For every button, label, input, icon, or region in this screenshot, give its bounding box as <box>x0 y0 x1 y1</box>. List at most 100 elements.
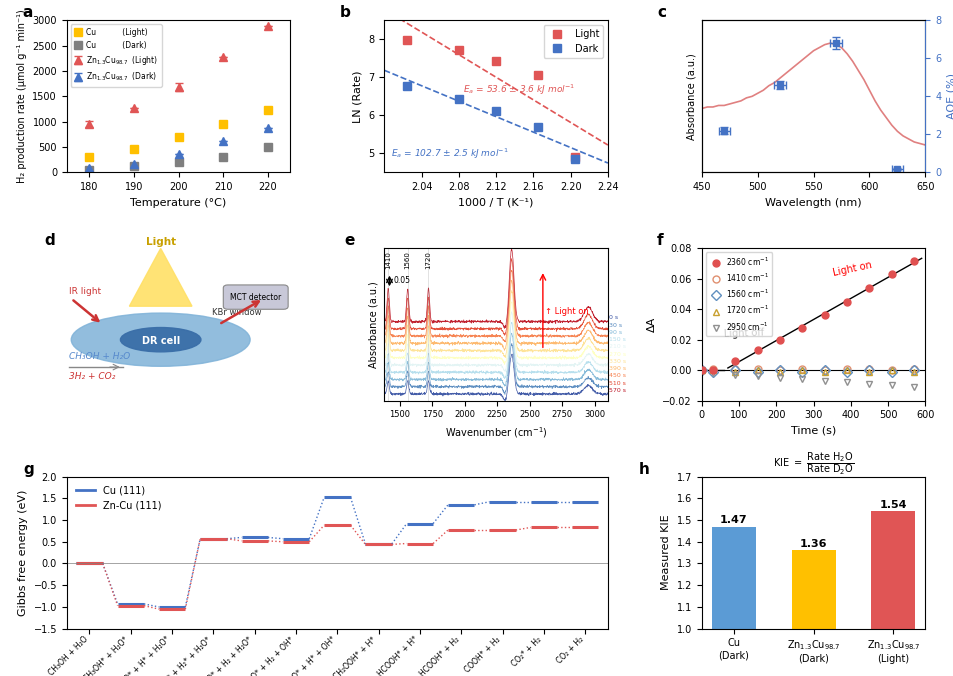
1560 cm$^{-1}$ <box>696 366 707 375</box>
Text: Light: Light <box>146 237 175 247</box>
2950 cm$^{-1}$ <box>796 375 807 383</box>
1410 cm$^{-1}$ <box>862 364 874 372</box>
Text: 1.54: 1.54 <box>879 500 906 510</box>
2360 cm$^{-1}$ <box>696 366 707 375</box>
Bar <box>711 527 755 629</box>
Text: 30 s: 30 s <box>609 322 621 328</box>
Text: $E_{a}$ = 53.6 ± 3.6 kJ mol$^{-1}$: $E_{a}$ = 53.6 ± 3.6 kJ mol$^{-1}$ <box>462 83 574 97</box>
1560 cm$^{-1}$ <box>885 368 897 376</box>
Light <box>569 153 580 161</box>
Text: 3H₂ + CO₂: 3H₂ + CO₂ <box>69 372 115 381</box>
Line: 1560 cm$^{-1}$: 1560 cm$^{-1}$ <box>698 366 917 375</box>
1410 cm$^{-1}$ <box>729 364 740 372</box>
Text: CH₃OH + H₂O: CH₃OH + H₂O <box>69 352 131 362</box>
Text: KBr window: KBr window <box>212 308 261 317</box>
Text: h: h <box>639 462 649 477</box>
Dark <box>453 95 464 103</box>
Text: c: c <box>657 5 665 20</box>
Cu           (Dark) <box>217 153 229 162</box>
Cu           (Dark) <box>172 158 184 166</box>
1560 cm$^{-1}$ <box>907 366 919 375</box>
2360 cm$^{-1}$ <box>885 270 897 279</box>
Text: Light off: Light off <box>723 327 764 339</box>
X-axis label: 1000 / T (K⁻¹): 1000 / T (K⁻¹) <box>457 197 534 208</box>
2950 cm$^{-1}$ <box>751 372 762 380</box>
2360 cm$^{-1}$ <box>774 336 785 343</box>
Cu           (Light) <box>128 145 139 153</box>
X-axis label: Temperature (°C): Temperature (°C) <box>131 197 227 208</box>
Cu           (Light) <box>172 133 184 141</box>
Dark <box>569 155 580 163</box>
Text: 450 s: 450 s <box>609 373 625 379</box>
Bar <box>791 550 835 629</box>
Line: 1410 cm$^{-1}$: 1410 cm$^{-1}$ <box>698 365 917 374</box>
1720 cm$^{-1}$ <box>796 366 807 375</box>
Text: MCT detector: MCT detector <box>230 293 281 301</box>
Title: KIE $=$ $\dfrac{\mathrm{Rate\ H_2O}}{\mathrm{Rate\ D_2O}}$: KIE $=$ $\dfrac{\mathrm{Rate\ H_2O}}{\ma… <box>772 450 853 477</box>
Y-axis label: Absorbance (a.u.): Absorbance (a.u.) <box>685 53 696 140</box>
X-axis label: Wavelength (nm): Wavelength (nm) <box>764 197 861 208</box>
1720 cm$^{-1}$ <box>885 366 897 375</box>
Text: 0 s: 0 s <box>609 316 618 320</box>
Text: 210 s: 210 s <box>609 344 625 349</box>
2950 cm$^{-1}$ <box>696 366 707 375</box>
Line: Dark: Dark <box>402 82 578 163</box>
Cu           (Dark) <box>83 166 94 174</box>
2950 cm$^{-1}$ <box>907 383 919 391</box>
Text: 510 s: 510 s <box>609 381 625 385</box>
1720 cm$^{-1}$ <box>819 368 830 376</box>
2950 cm$^{-1}$ <box>841 379 852 387</box>
Cu           (Light) <box>217 120 229 128</box>
Text: 570 s: 570 s <box>609 388 625 393</box>
Line: 2950 cm$^{-1}$: 2950 cm$^{-1}$ <box>698 366 917 390</box>
1720 cm$^{-1}$ <box>907 368 919 376</box>
1720 cm$^{-1}$ <box>841 366 852 375</box>
Legend: 2360 cm$^{-1}$, 1410 cm$^{-1}$, 1560 cm$^{-1}$, 1720 cm$^{-1}$, 2950 cm$^{-1}$: 2360 cm$^{-1}$, 1410 cm$^{-1}$, 1560 cm$… <box>705 252 771 336</box>
Dark <box>532 123 543 131</box>
Text: 90 s: 90 s <box>609 330 621 335</box>
Ellipse shape <box>71 313 250 366</box>
Ellipse shape <box>120 328 201 352</box>
Text: e: e <box>344 233 355 248</box>
Text: 150 s: 150 s <box>609 337 625 342</box>
Line: Cu           (Light): Cu (Light) <box>85 105 272 161</box>
2950 cm$^{-1}$ <box>706 369 718 377</box>
2360 cm$^{-1}$ <box>706 366 718 375</box>
X-axis label: Time (s): Time (s) <box>790 426 836 436</box>
Y-axis label: ΔA: ΔA <box>646 317 657 332</box>
1560 cm$^{-1}$ <box>796 368 807 376</box>
X-axis label: Wavenumber (cm$^{-1}$): Wavenumber (cm$^{-1}$) <box>444 425 547 439</box>
2950 cm$^{-1}$ <box>774 374 785 382</box>
2360 cm$^{-1}$ <box>751 346 762 354</box>
2360 cm$^{-1}$ <box>796 324 807 332</box>
1410 cm$^{-1}$ <box>819 366 830 375</box>
Legend: Cu (111), Zn-Cu (111): Cu (111), Zn-Cu (111) <box>71 481 165 514</box>
Text: 1560: 1560 <box>404 251 410 269</box>
Text: 390 s: 390 s <box>609 366 626 371</box>
1410 cm$^{-1}$ <box>774 366 785 375</box>
Text: 1410: 1410 <box>385 251 391 269</box>
2950 cm$^{-1}$ <box>885 381 897 389</box>
Light <box>453 45 464 53</box>
1410 cm$^{-1}$ <box>841 364 852 372</box>
Light <box>400 37 412 45</box>
1720 cm$^{-1}$ <box>862 368 874 376</box>
Text: 270 s: 270 s <box>609 352 626 357</box>
2360 cm$^{-1}$ <box>907 256 919 264</box>
Dark <box>490 107 501 115</box>
1560 cm$^{-1}$ <box>841 368 852 376</box>
2950 cm$^{-1}$ <box>819 377 830 385</box>
Light <box>532 71 543 79</box>
Text: 1.47: 1.47 <box>720 515 747 525</box>
Dark <box>400 82 412 90</box>
Y-axis label: Absorbance (a.u.): Absorbance (a.u.) <box>369 281 378 368</box>
Text: f: f <box>657 233 663 248</box>
2360 cm$^{-1}$ <box>819 311 830 320</box>
Text: Light on: Light on <box>831 260 871 278</box>
2360 cm$^{-1}$ <box>729 357 740 365</box>
1720 cm$^{-1}$ <box>774 368 785 376</box>
2360 cm$^{-1}$ <box>841 297 852 306</box>
1410 cm$^{-1}$ <box>696 366 707 375</box>
Legend: Light, Dark: Light, Dark <box>543 25 602 57</box>
Cu           (Light) <box>83 153 94 161</box>
